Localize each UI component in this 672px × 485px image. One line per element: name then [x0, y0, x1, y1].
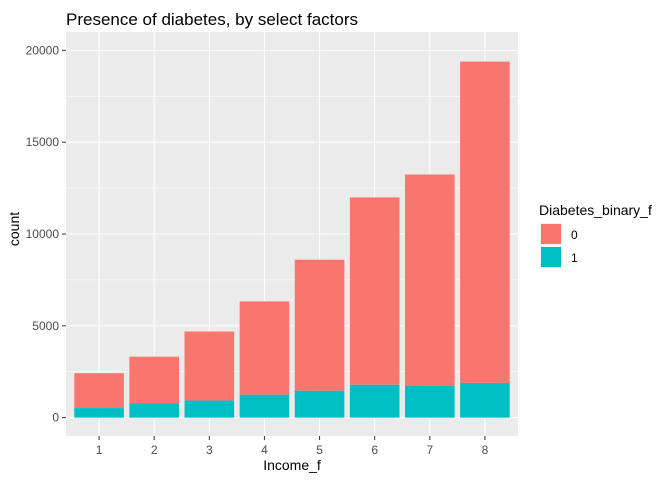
- bar-4-diabetes-0: [239, 301, 290, 395]
- bar-8-diabetes-0: [460, 61, 510, 383]
- y-axis-label: count: [6, 212, 22, 246]
- plot-panel: [66, 32, 518, 436]
- legend-label-1: 1: [571, 251, 578, 265]
- legend-swatch-1: [541, 247, 561, 267]
- x-tick-label: 7: [426, 443, 433, 457]
- bar-1-diabetes-1: [74, 408, 124, 418]
- x-tick-label: 1: [96, 443, 103, 457]
- bar-1-diabetes-0: [74, 373, 124, 409]
- y-tick-label: 5000: [32, 319, 59, 333]
- bar-3-diabetes-0: [184, 331, 235, 401]
- bar-7-diabetes-1: [405, 385, 455, 418]
- bar-7-diabetes-0: [405, 174, 455, 386]
- y-axis: 0 5000 10000 15000 20000: [26, 43, 66, 425]
- bar-6-diabetes-1: [349, 384, 400, 418]
- chart-title: Presence of diabetes, by select factors: [66, 10, 358, 29]
- bar-4-diabetes-1: [239, 394, 290, 418]
- legend: Diabetes_binary_f 0 1: [539, 202, 652, 268]
- y-tick-label: 0: [52, 411, 59, 425]
- x-tick-label: 6: [371, 443, 378, 457]
- legend-swatch-0: [541, 224, 561, 244]
- x-tick-label: 8: [482, 443, 489, 457]
- x-axis: 1 2 3 4 5 6 7 8: [96, 436, 489, 457]
- y-tick-label: 15000: [26, 135, 60, 149]
- bar-2-diabetes-0: [129, 356, 179, 404]
- bar-6-diabetes-0: [349, 197, 400, 385]
- x-tick-label: 3: [206, 443, 213, 457]
- bar-8-diabetes-1: [460, 382, 510, 418]
- y-tick-label: 20000: [26, 43, 60, 57]
- bar-2-diabetes-1: [129, 403, 179, 418]
- x-axis-label: Income_f: [263, 457, 321, 473]
- y-tick-label: 10000: [26, 227, 60, 241]
- bar-5-diabetes-1: [294, 390, 345, 418]
- bar-5-diabetes-0: [294, 259, 345, 391]
- x-tick-label: 4: [261, 443, 268, 457]
- x-tick-label: 2: [151, 443, 158, 457]
- x-tick-label: 5: [316, 443, 323, 457]
- legend-title: Diabetes_binary_f: [539, 202, 652, 218]
- legend-label-0: 0: [571, 228, 578, 242]
- bar-3-diabetes-1: [184, 400, 235, 418]
